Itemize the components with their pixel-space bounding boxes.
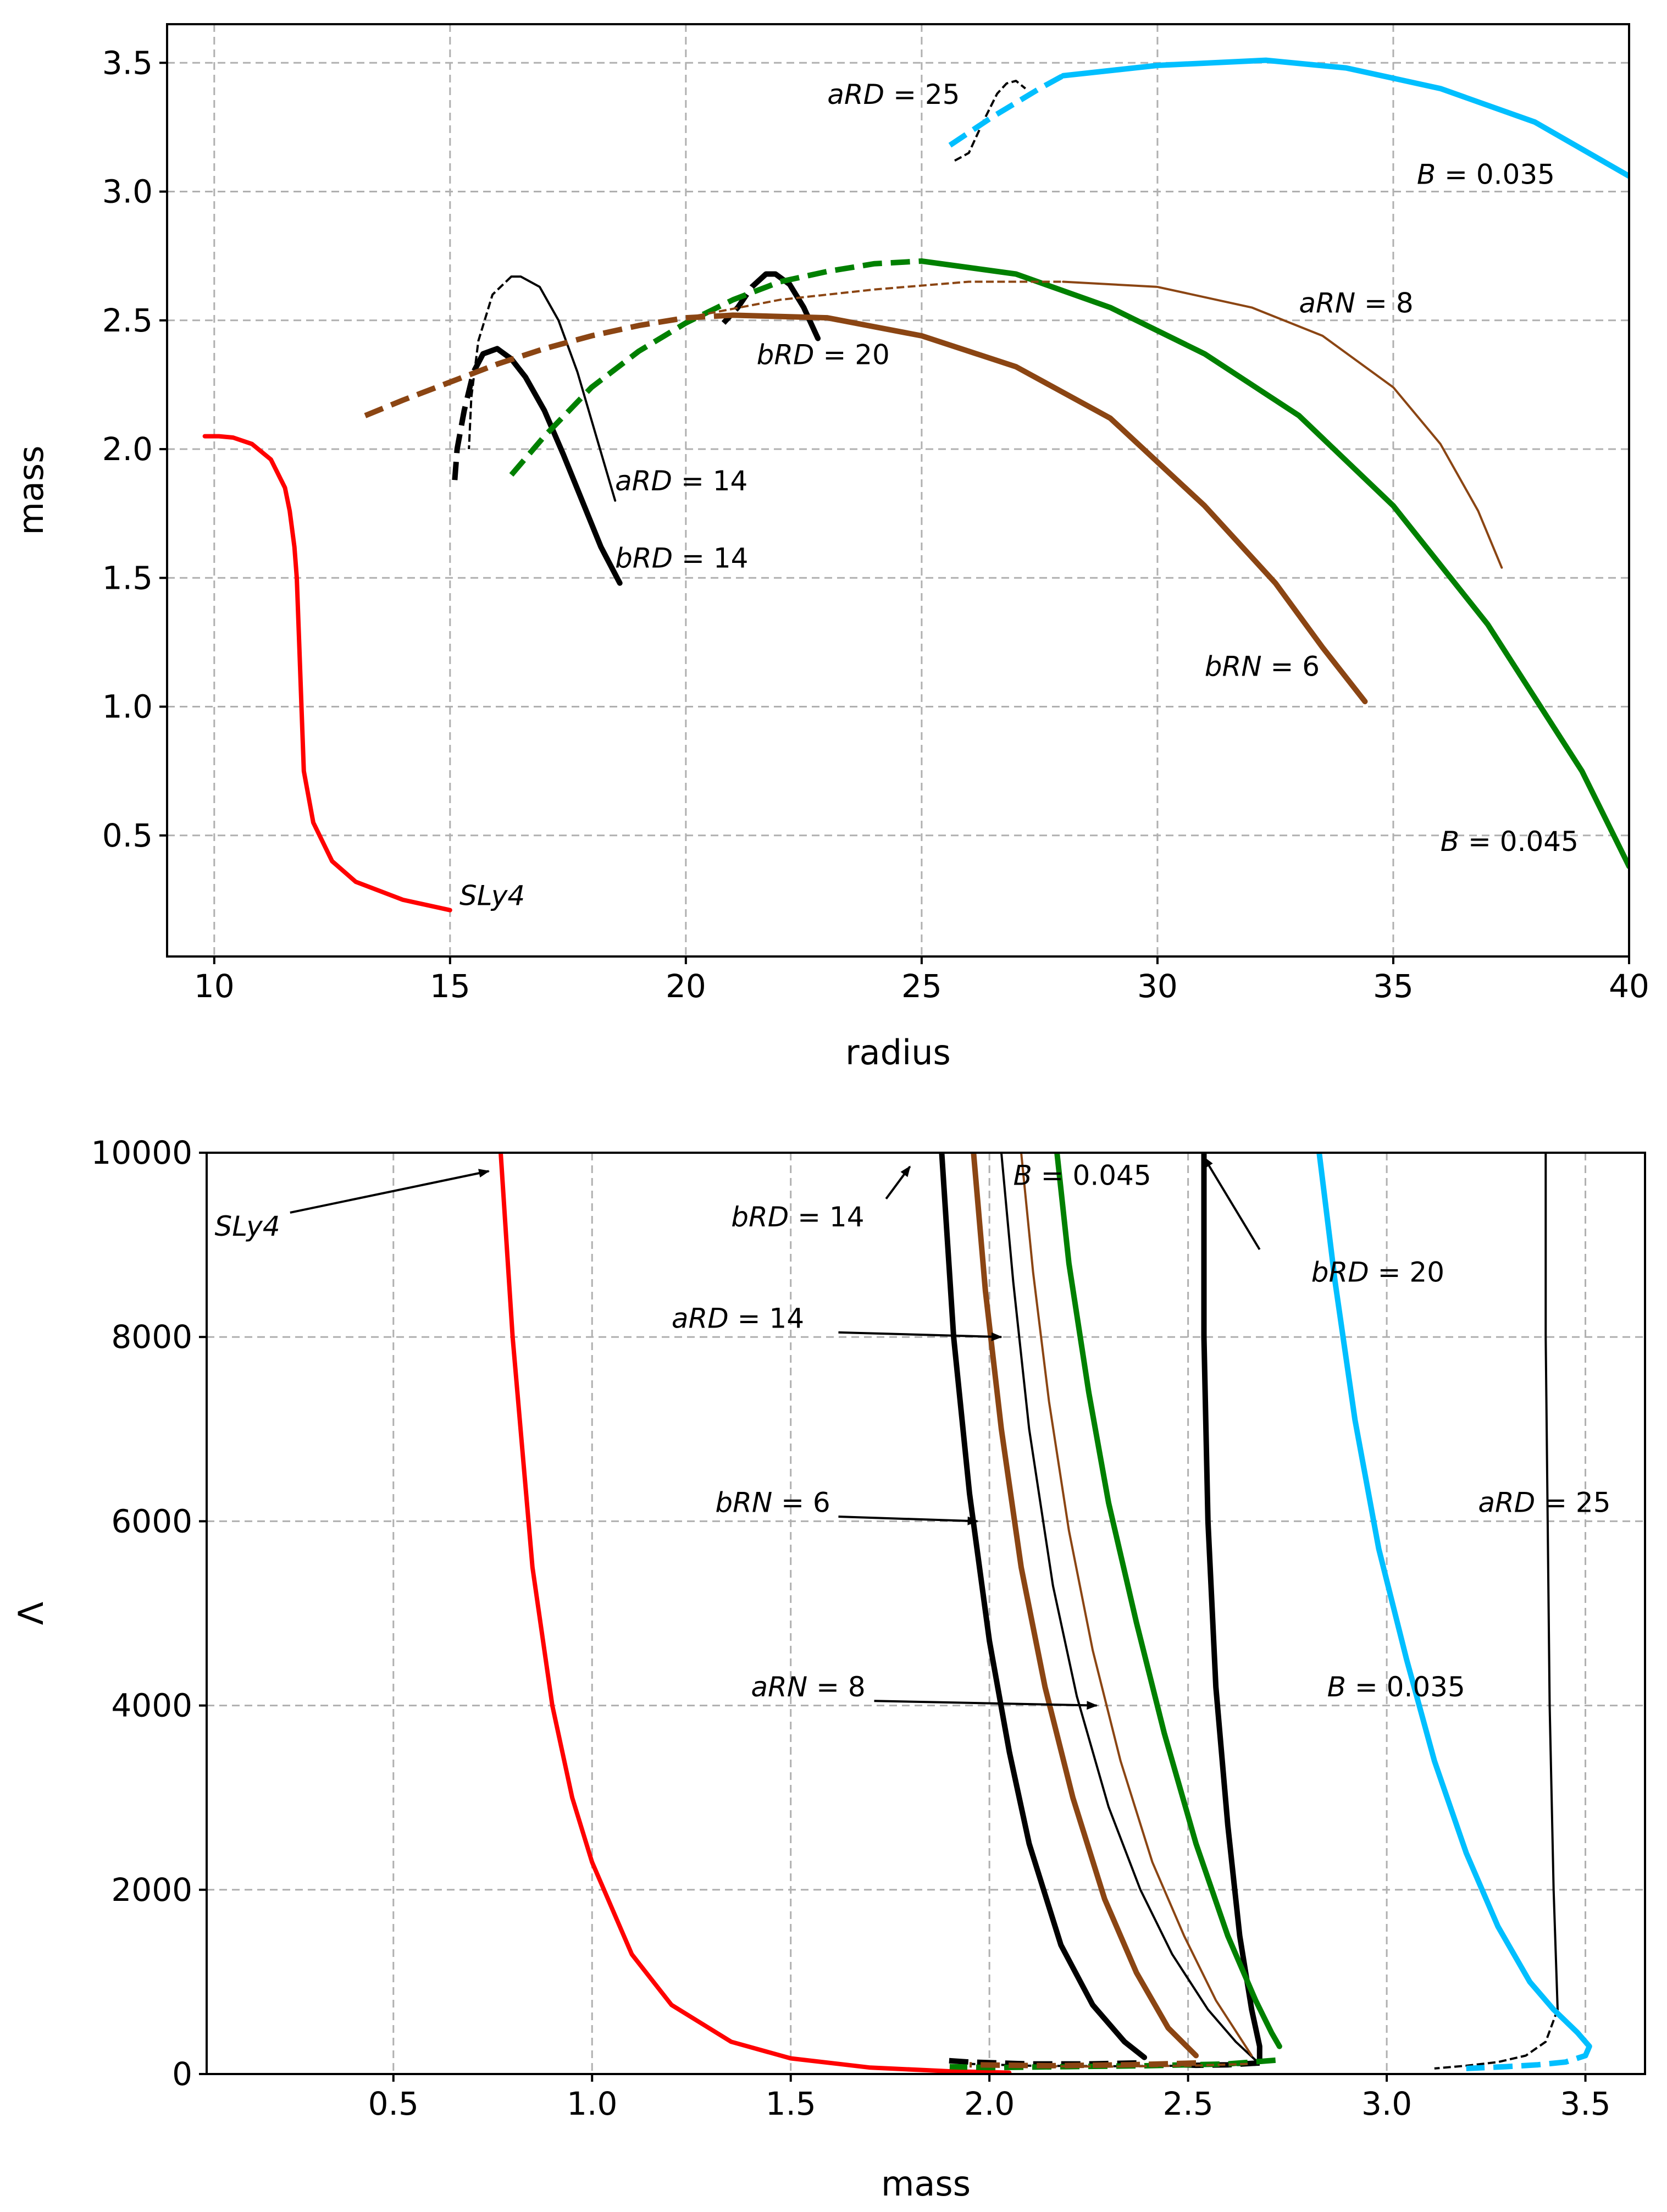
y-axis-label: mass [11,446,51,535]
x-tick-label: 35 [1373,967,1414,1005]
series-brn-6-unstable [364,312,733,418]
series-ard-25 [1544,1153,1559,2011]
grid [207,1153,1645,2074]
series-brd-20 [763,271,821,341]
label-ard-25: aRD = 25 [1478,1487,1610,1519]
tick-labels: 10 15 20 25 30 35 40 0.5 1.0 1.5 2.0 2.5 3.0 3.5 [102,44,1649,1005]
y-tick-label: 0.5 [102,817,153,854]
label-brn-6: bRN = 6 [715,1487,830,1519]
label-b-0-035: B = 0.035 [1327,1671,1465,1703]
label-b-0-045: B = 0.045 [1014,1160,1151,1192]
series-b-0-035 [1060,57,1629,179]
series-b-0-045-unstable [509,258,922,477]
series-brn-6-unstable [969,2060,1197,2069]
y-tick-label: 10000 [91,1134,192,1171]
label-arn-8: aRN = 8 [751,1671,865,1703]
y-tick-label: 2000 [111,1871,192,1909]
y-tick-label: 0 [172,2055,192,2093]
label-brd-14: bRD = 14 [731,1201,864,1233]
x-tick-label: 25 [901,967,942,1005]
label-arn-8: aRN = 8 [1299,287,1413,319]
y-tick-label: 4000 [111,1687,192,1724]
annotations: aRD = 25 B = 0.035 aRN = 8 bRD = 20 aRD = 14… [459,79,1579,911]
label-b-0-035: B = 0.035 [1417,158,1555,190]
y-tick-label: 6000 [111,1502,192,1540]
series-ard-25 [954,80,1026,162]
x-tick-label: 40 [1609,967,1649,1005]
series [499,1153,1592,2074]
x-tick-label: 3.0 [1361,2085,1412,2122]
label-ard-14: aRD = 14 [672,1302,804,1334]
y-tick-label: 2.5 [102,302,153,339]
series-ard-14-unstable [468,275,512,450]
series [202,57,1629,913]
y-tick-label: 3.5 [102,44,153,81]
series-ard-14 [1000,1153,1257,2061]
series-brd-14 [480,346,623,586]
label-brd-20: bRD = 20 [757,339,890,370]
annotations: SLy4 bRD = 14 B = 0.045 bRD = 20 aRD = 14 bRN… [214,1156,1611,1710]
x-tick-label: 30 [1137,967,1178,1005]
series-brd-14-unstable [452,352,486,480]
series-b-0-045 [918,258,1629,869]
x-tick-label: 20 [666,967,706,1005]
label-sly4: SLy4 [214,1210,280,1242]
annotation-arrow [838,1516,979,1525]
series-ard-14 [510,275,617,502]
radius-mass-chart: 10 15 20 25 30 35 40 0.5 1.0 1.5 2.0 2.5 3.0 3.5 aRD … [11,23,1649,1072]
series-sly4 [202,434,452,913]
annotation-arrow [874,1700,1098,1710]
series-brd-14 [939,1153,1148,2060]
label-b-0-045: B = 0.045 [1441,826,1579,858]
series-brd-20 [1201,1153,1262,2063]
y-tick-label: 2.0 [102,430,153,468]
axes-frame [206,1152,1646,2075]
series-brn-6 [730,312,1368,705]
x-tick-label: 10 [194,967,235,1005]
series-brn-6 [971,1153,1199,2059]
y-tick-label: 1.0 [102,688,153,726]
grid [167,24,1630,956]
x-tick-label: 1.5 [766,2085,816,2122]
label-brn-6: bRN = 6 [1205,650,1320,682]
x-tick-label: 15 [430,967,470,1005]
series-arn-8 [1062,280,1503,569]
tick-labels: 0.5 1.0 1.5 2.0 2.5 3.0 3.5 0 2000 4000 6000 8000 10… [91,1134,1610,2122]
series-ard-25-unstable [1434,2009,1559,2070]
x-tick-label: 0.5 [368,2085,419,2122]
y-tick-label: 1.5 [102,559,153,596]
x-axis-label: radius [845,1032,951,1072]
annotation-arrow [885,1165,911,1199]
label-brd-20: bRD = 20 [1311,1257,1444,1289]
series-arn-8-unstable [685,280,1064,319]
series-arn-8-unstable [1049,2062,1248,2068]
mass-lambda-chart: 0.5 1.0 1.5 2.0 2.5 3.0 3.5 0 2000 4000 6000 8000 10… [11,1134,1646,2204]
x-tick-label: 2.0 [964,2085,1015,2122]
series-b-0-035-unstable [948,73,1065,148]
annotation-arrow [1203,1156,1261,1251]
x-tick-label: 1.0 [567,2085,617,2122]
series-b-0-035-unstable [1466,2045,1592,2071]
label-sly4: SLy4 [459,880,525,911]
annotation-arrow [290,1169,490,1214]
label-brd-14: bRD = 14 [615,543,748,574]
annotation-arrow [838,1331,1003,1341]
x-tick-label: 3.5 [1560,2085,1610,2122]
x-tick-label: 2.5 [1163,2085,1214,2122]
series-arn-8 [1020,1153,1253,2057]
series-sly4 [499,1153,1012,2074]
x-axis-label: mass [881,2164,971,2204]
axes-frame [166,23,1630,958]
label-ard-14: aRD = 14 [615,465,747,497]
series-b-0-045 [1054,1153,1282,2049]
label-ard-25: aRD = 25 [827,79,960,110]
y-tick-label: 8000 [111,1318,192,1356]
y-axis-label: Λ [11,1602,51,1625]
y-tick-label: 3.0 [102,173,153,211]
series-b-0-035 [1316,1153,1592,2049]
